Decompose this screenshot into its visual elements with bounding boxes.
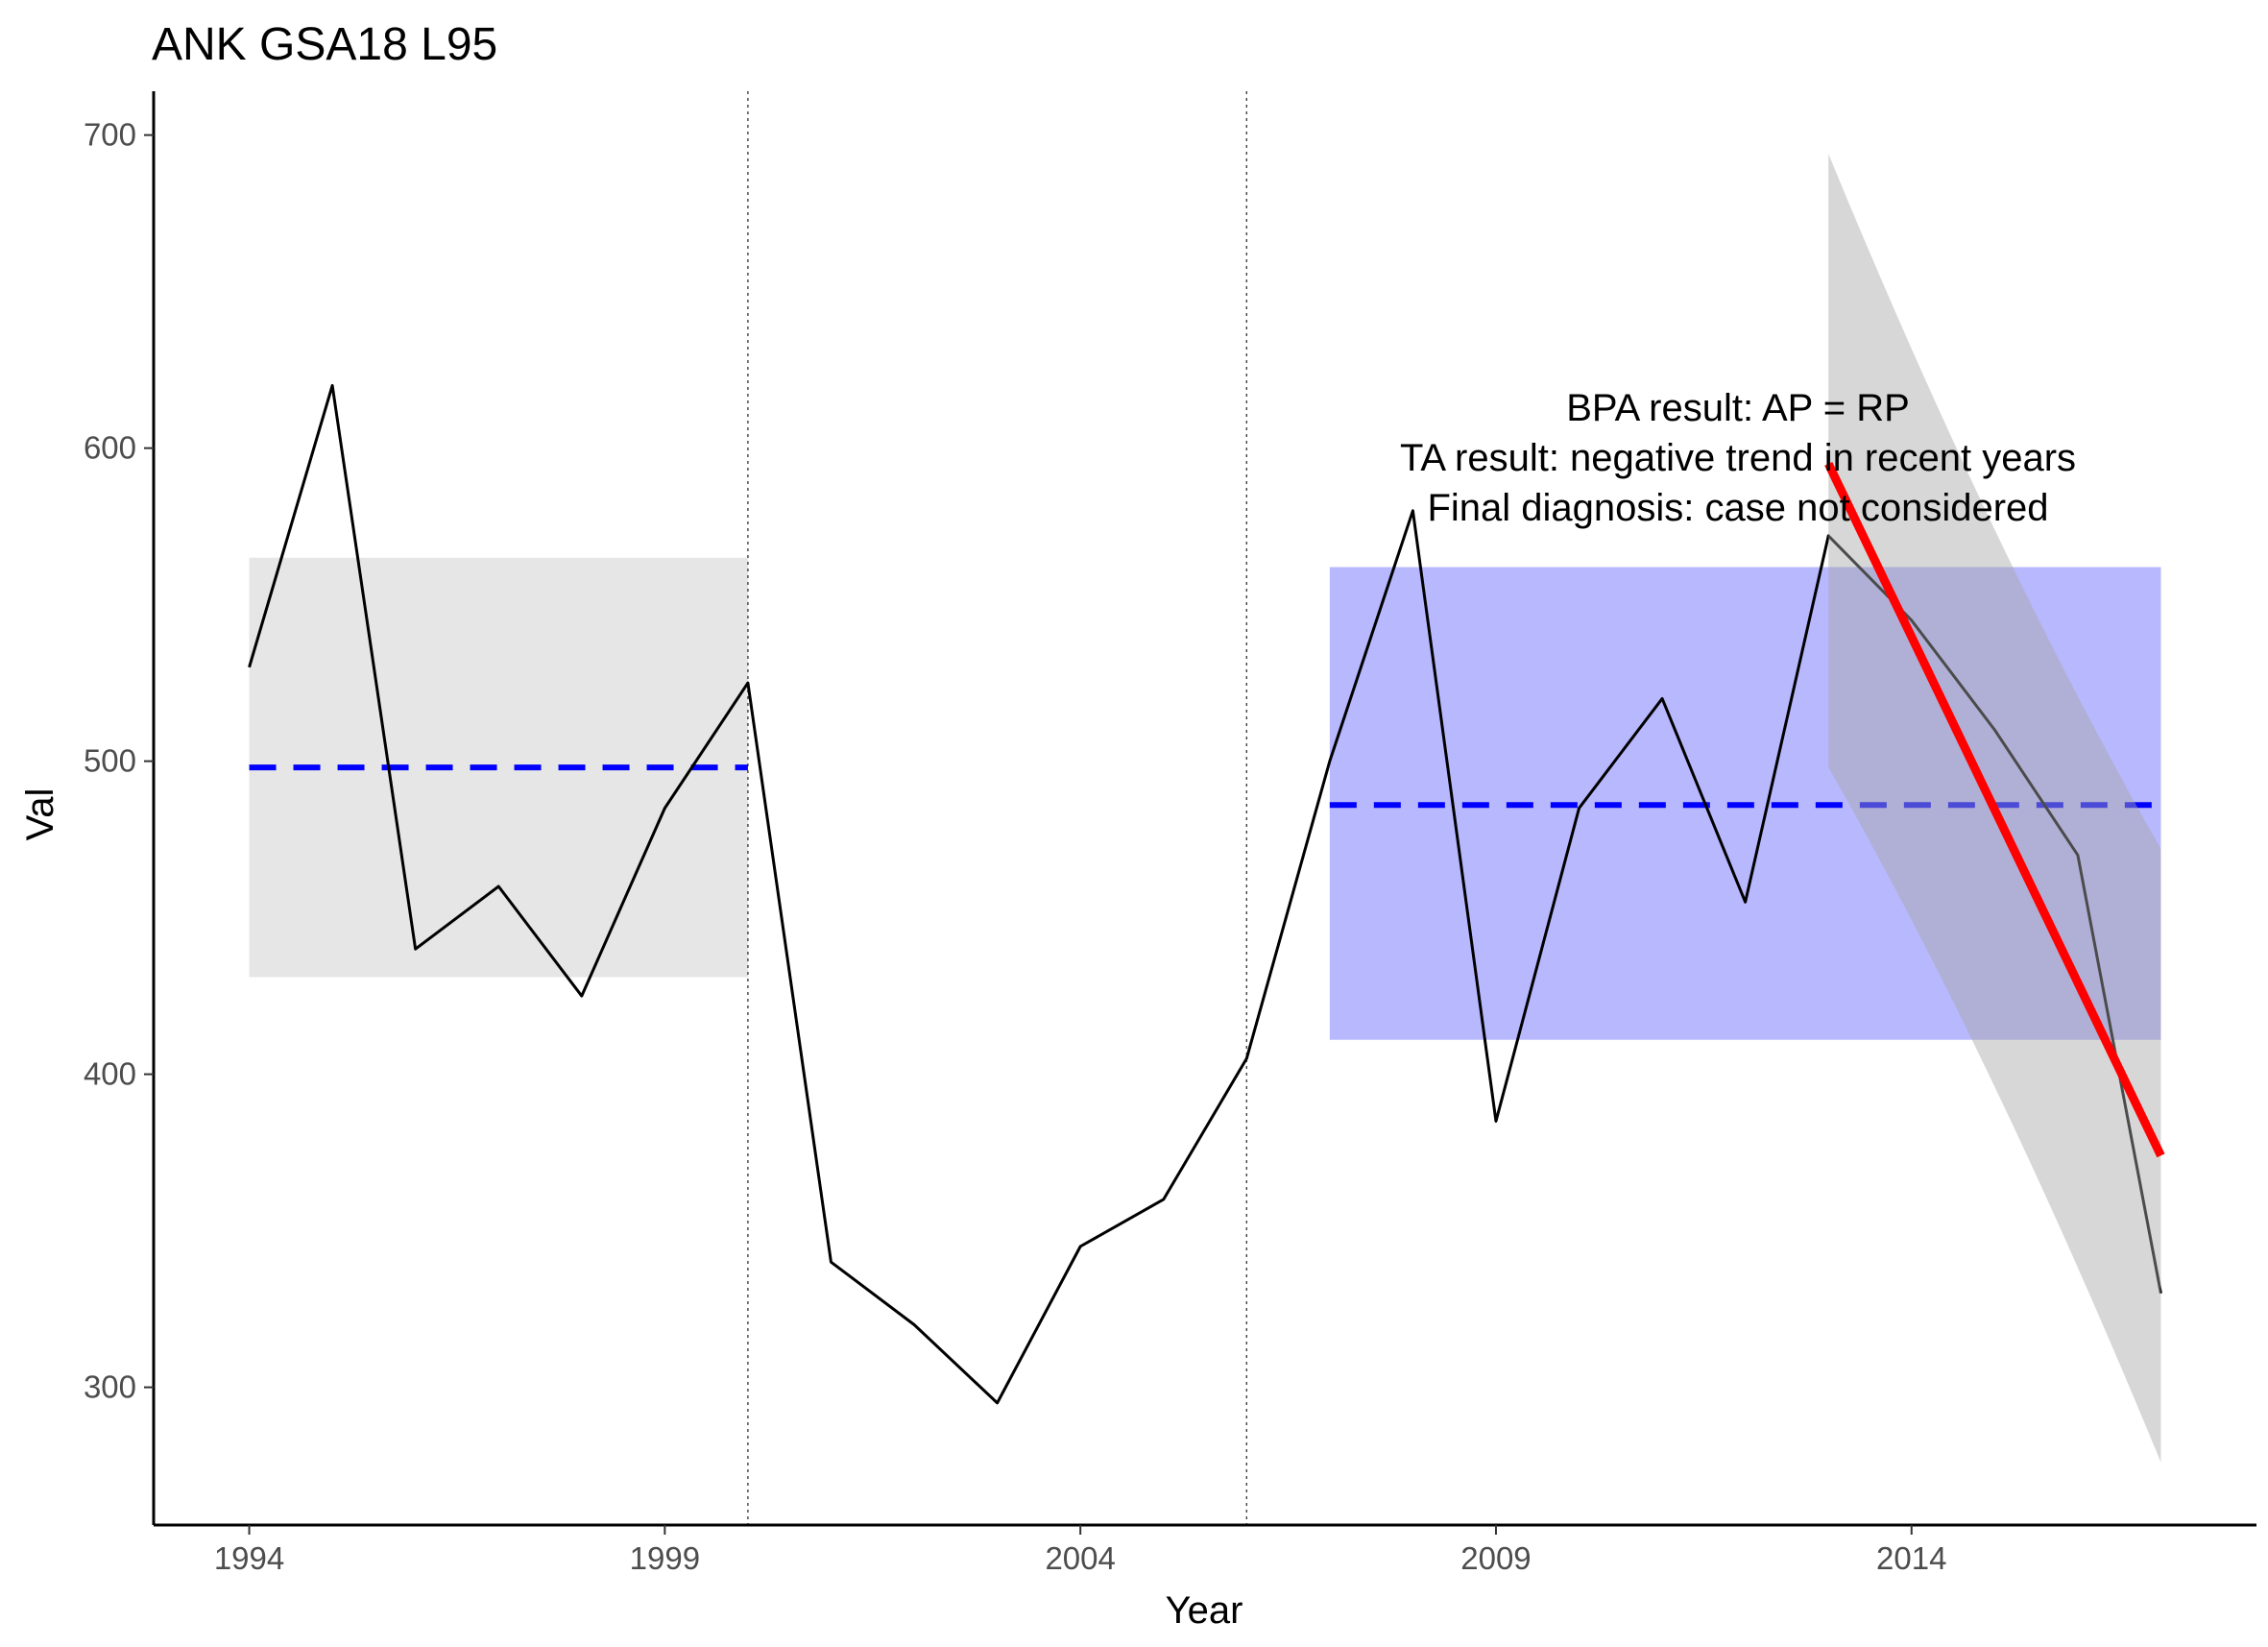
x-axis-title: Year (1166, 1589, 1243, 1632)
annotation-text: BPA result: AP = RP TA result: negative t… (1400, 387, 2076, 529)
annotation-line: BPA result: AP = RP (1566, 387, 1910, 429)
chart-title: ANK GSA18 L95 (152, 19, 497, 70)
y-tick-label: 500 (84, 743, 136, 779)
axes: 300 400 500 600 700 1994 1999 2004 2009 2014 (84, 91, 2256, 1576)
x-tick-label: 2004 (1045, 1540, 1115, 1576)
trend-line (1824, 461, 2165, 1158)
y-tick-label: 600 (84, 430, 136, 466)
y-tick-label: 300 (84, 1369, 136, 1405)
x-tick-label: 1994 (214, 1540, 284, 1576)
series-line (248, 383, 2162, 1405)
x-tick-label: 2009 (1460, 1540, 1531, 1576)
annotation-line: Final diagnosis: case not considered (1427, 487, 2048, 529)
y-tick-label: 400 (84, 1056, 136, 1092)
y-tick-label: 700 (84, 117, 136, 153)
x-tick-label: 2014 (1876, 1540, 1946, 1576)
x-tick-label: 1999 (630, 1540, 700, 1576)
plot-area (248, 91, 2165, 1525)
annotation-line: TA result: negative trend in recent year… (1400, 437, 2076, 479)
y-axis-title: Val (19, 788, 61, 841)
